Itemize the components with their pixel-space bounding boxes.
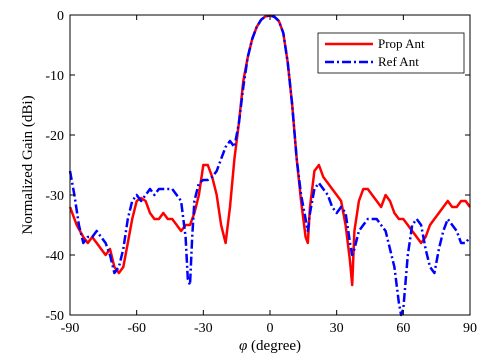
y-tick-label: -50 <box>45 309 64 324</box>
y-tick-label: -20 <box>45 129 64 144</box>
x-tick-label: -90 <box>61 321 80 336</box>
x-axis-label: φ (degree) <box>239 338 301 354</box>
y-axis-label: Normalized Gain (dBi) <box>20 95 36 234</box>
x-tick-label: 60 <box>396 321 410 336</box>
x-tick-label: 0 <box>267 321 274 336</box>
y-tick-label: -10 <box>45 69 64 84</box>
legend-box <box>317 32 465 74</box>
legend-label-ref-ant: Ref Ant <box>378 54 419 69</box>
legend-label-prop-ant: Prop Ant <box>378 36 425 51</box>
legend: Prop Ant Ref Ant <box>317 32 465 74</box>
x-tick-label: -30 <box>194 321 213 336</box>
tick-layer: -90 -60 -30 0 30 60 90 0 -10 -20 -30 -40 -50 <box>45 9 477 336</box>
x-axis-label-symbol: φ <box>239 338 247 354</box>
x-axis-label-text: (degree) <box>247 338 301 354</box>
series-line-ref-ant <box>68 14 472 317</box>
plot-frame <box>69 14 471 316</box>
x-tick-label: -60 <box>127 321 146 336</box>
y-tick-label: -40 <box>45 249 64 264</box>
x-tick-label: 90 <box>463 321 477 336</box>
y-tick-label: 0 <box>57 9 64 24</box>
series-layer <box>68 14 472 317</box>
x-tick-label: 30 <box>330 321 344 336</box>
y-tick-label: -30 <box>45 189 64 204</box>
